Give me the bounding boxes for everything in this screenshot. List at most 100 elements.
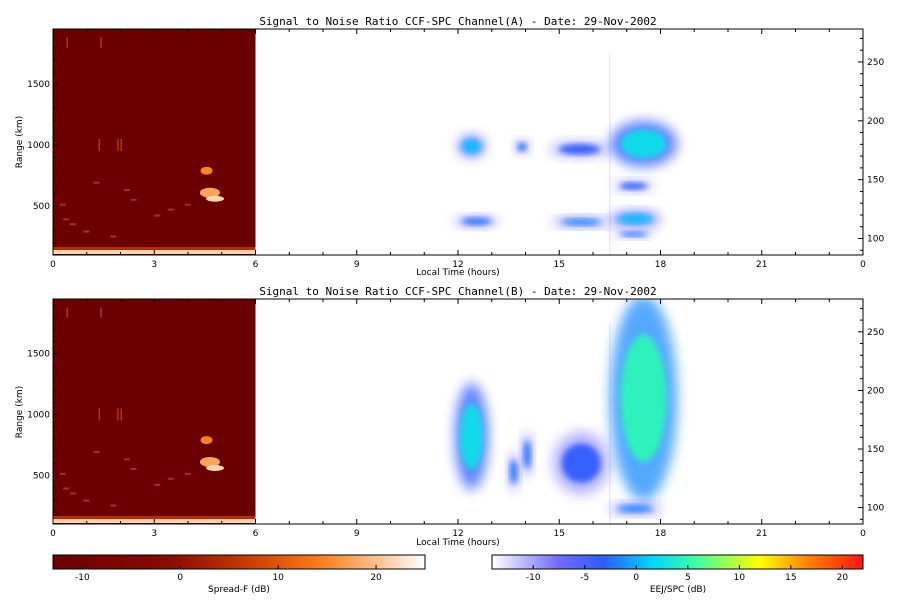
y2-tick-label-b: 200 bbox=[867, 386, 884, 396]
cbEEJticks-label: 0 bbox=[633, 573, 639, 583]
spread-f-speckle-a bbox=[110, 235, 117, 238]
x-tick-label-b: 0 bbox=[860, 529, 866, 539]
x-axis-label-b: Local Time (hours) bbox=[416, 538, 499, 548]
spread-f-plume-b bbox=[206, 465, 224, 472]
echo-region-a bbox=[561, 218, 601, 226]
colorbar-eej-spc-label: EEJ/SPC (dB) bbox=[650, 585, 706, 595]
y-tick-label-b: 1500 bbox=[27, 350, 50, 360]
echo-region-a bbox=[462, 139, 481, 154]
x-tick-label-b: 15 bbox=[554, 529, 565, 539]
spread-f-block-a bbox=[53, 29, 256, 255]
echo-region-a bbox=[558, 144, 601, 155]
colorbar-eej-spc: -10 -5 0 5 10 15 20 EEJ/SPC (dB) bbox=[491, 554, 864, 595]
x-tick-label-b: 12 bbox=[452, 529, 463, 539]
y2-tick-label-b: 250 bbox=[867, 328, 884, 338]
echo-region-b bbox=[460, 403, 483, 470]
panel-channel-a: Signal to Noise Ratio CCF-SPC Channel(A)… bbox=[15, 15, 884, 278]
spread-f-speckle-b bbox=[63, 487, 70, 490]
spread-f-speckle-b bbox=[154, 483, 161, 486]
echo-region-b bbox=[561, 443, 601, 483]
colorbar-spread-f: -10 0 10 20 Spread-F (dB) bbox=[52, 554, 426, 595]
cbSFticks-label: 20 bbox=[370, 573, 382, 583]
spread-f-stripe-a bbox=[100, 37, 102, 48]
cbEEJticks-label: 20 bbox=[837, 573, 849, 583]
spread-f-speckle-a bbox=[154, 214, 161, 217]
spread-f-speckle-a bbox=[184, 203, 191, 206]
spread-f-ground-glow-a bbox=[53, 247, 256, 250]
cbSFticks-label: -10 bbox=[75, 573, 90, 583]
colorbar-spread-f-ramp bbox=[52, 554, 426, 570]
y-tick-label-a: 500 bbox=[33, 202, 50, 212]
spread-f-speckle-a bbox=[69, 223, 76, 226]
spread-f-stripe-b bbox=[66, 307, 68, 318]
spread-f-plume-a bbox=[200, 166, 213, 175]
colorbar-eej-spc-ramp bbox=[491, 554, 864, 570]
spread-f-stripe-b bbox=[98, 408, 101, 421]
echo-region-a bbox=[620, 129, 667, 159]
spread-f-stripe-b bbox=[117, 408, 119, 421]
x-tick-label-a: 0 bbox=[860, 260, 866, 270]
spread-f-speckle-a bbox=[63, 218, 70, 221]
spread-f-speckle-a bbox=[130, 198, 137, 201]
x-tick-label-a: 18 bbox=[655, 260, 667, 270]
x-tick-label-a: 12 bbox=[452, 260, 463, 270]
y-tick-label-a: 1000 bbox=[27, 141, 50, 151]
spread-f-speckle-b bbox=[69, 492, 76, 495]
echo-region-b bbox=[617, 505, 653, 513]
axes-a: 0 3 6 9 12 15 18 21 0 500 1000 1500 100 150 200 250 bbox=[27, 29, 884, 270]
x-tick-label-a: 0 bbox=[50, 260, 56, 270]
y2-tick-label-a: 150 bbox=[867, 176, 884, 186]
y-tick-label-a: 1500 bbox=[27, 80, 50, 90]
spread-f-speckle-a bbox=[123, 189, 130, 192]
spread-f-speckle-a bbox=[59, 203, 66, 206]
echo-region-b bbox=[523, 440, 531, 470]
echo-region-b bbox=[510, 459, 518, 484]
axes-b: 0 3 6 9 12 15 18 21 0 500 1000 1500 100 150 200 250 bbox=[27, 299, 884, 539]
x-tick-label-a: 3 bbox=[151, 260, 157, 270]
x-tick-label-a: 15 bbox=[554, 260, 565, 270]
panel-channel-b: Signal to Noise Ratio CCF-SPC Channel(B)… bbox=[15, 285, 884, 548]
spread-f-speckle-b bbox=[93, 451, 100, 454]
cbEEJticks-label: -10 bbox=[526, 573, 541, 583]
spread-f-speckle-a bbox=[83, 230, 90, 233]
spread-f-plume-b bbox=[200, 436, 213, 445]
x-tick-label-b: 6 bbox=[253, 529, 259, 539]
cbEEJticks-label: 5 bbox=[685, 573, 691, 583]
y-tick-label-b: 500 bbox=[33, 471, 50, 481]
spread-f-ground-glow-b bbox=[53, 516, 256, 519]
x-tick-label-a: 9 bbox=[354, 260, 360, 270]
y-tick-label-b: 1000 bbox=[27, 411, 50, 421]
echo-region-a bbox=[619, 182, 648, 190]
echo-region-a bbox=[461, 217, 492, 225]
plot-area-a bbox=[53, 29, 678, 255]
panel-a-title: Signal to Noise Ratio CCF-SPC Channel(A)… bbox=[259, 15, 656, 28]
spread-f-speckle-b bbox=[83, 499, 90, 502]
x-axis-label-a: Local Time (hours) bbox=[416, 268, 499, 278]
echo-region-b bbox=[620, 334, 667, 462]
cbEEJticks-label: -5 bbox=[580, 573, 589, 583]
echo-region-a bbox=[517, 142, 527, 152]
spread-f-stripe-a bbox=[117, 138, 119, 151]
y2-tick-label-a: 200 bbox=[867, 117, 884, 127]
spread-f-block-b bbox=[53, 299, 256, 524]
y2-tick-label-a: 250 bbox=[867, 58, 884, 68]
x-tick-label-a: 21 bbox=[756, 260, 767, 270]
x-tick-label-b: 9 bbox=[354, 529, 360, 539]
spread-f-stripe-a bbox=[66, 37, 68, 48]
y-axis-label-a: Range (km) bbox=[15, 116, 25, 168]
spread-f-stripe-a bbox=[98, 138, 101, 151]
spread-f-stripe-b bbox=[100, 307, 102, 318]
echo-region-a bbox=[617, 214, 653, 224]
x-tick-label-a: 6 bbox=[253, 260, 259, 270]
spread-f-plume-b bbox=[199, 456, 220, 467]
y2-tick-label-a: 100 bbox=[867, 235, 884, 245]
spread-f-speckle-b bbox=[110, 504, 117, 507]
colorbar-spread-f-ticks: -10 0 10 20 bbox=[75, 565, 382, 583]
cbEEJticks-label: 10 bbox=[734, 573, 746, 583]
spread-f-speckle-b bbox=[123, 458, 130, 461]
spread-f-stripe-a bbox=[120, 138, 122, 151]
spread-f-speckle-b bbox=[59, 472, 66, 475]
cbSFticks-label: 0 bbox=[177, 573, 183, 583]
y2-tick-label-b: 100 bbox=[867, 504, 884, 514]
spread-f-speckle-a bbox=[167, 208, 174, 211]
